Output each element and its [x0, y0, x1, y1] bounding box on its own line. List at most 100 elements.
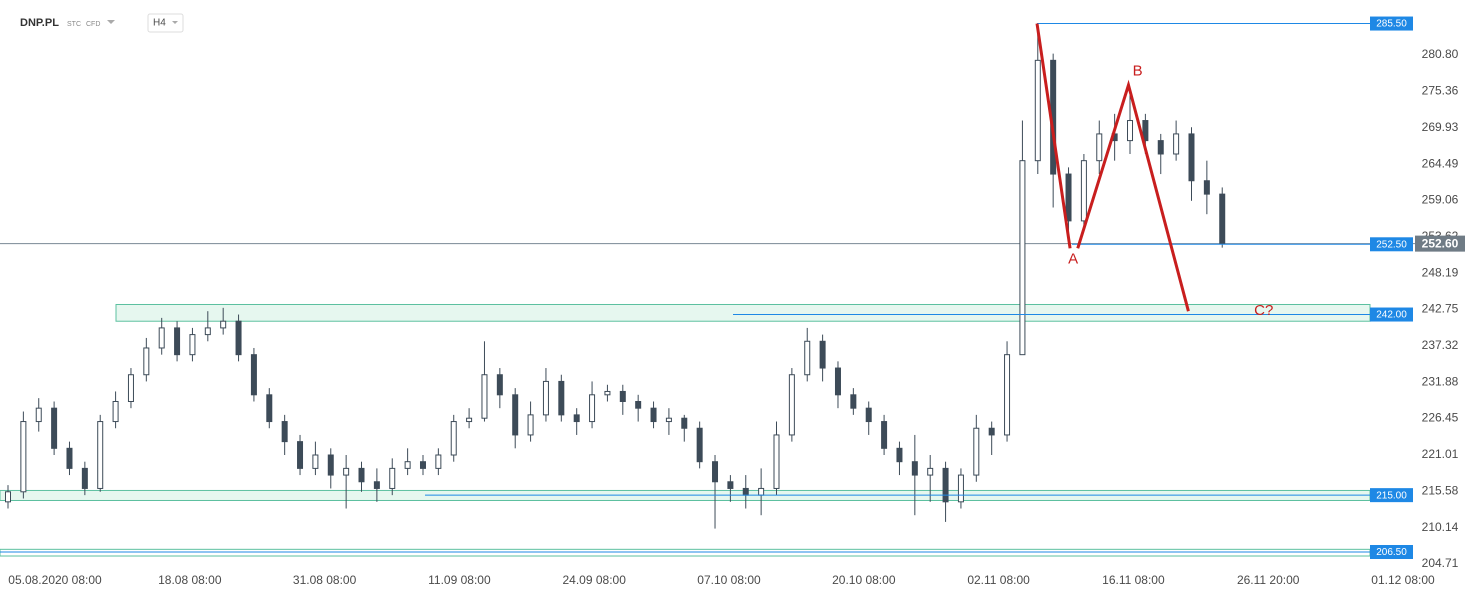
candle-body [389, 467, 396, 489]
candle-body [204, 327, 211, 336]
candle-body [235, 320, 242, 356]
candle-body [158, 327, 165, 349]
candle-body [604, 390, 611, 396]
candle-body [650, 407, 657, 423]
candle-body [834, 367, 841, 396]
level-label: 206.50 [1376, 547, 1407, 558]
dropdown-arrow [172, 21, 178, 24]
candle-body [266, 394, 273, 423]
level-label: 215.00 [1376, 490, 1407, 501]
candle-body [174, 327, 181, 356]
y-tick-label: 237.32 [1422, 338, 1459, 352]
candle-body [819, 340, 826, 369]
candle-body [696, 427, 703, 463]
current-price-label: 252.60 [1422, 236, 1459, 250]
candle-body [973, 427, 980, 476]
zone [115, 303, 1371, 322]
x-tick-label: 07.10 08:00 [697, 573, 761, 587]
candle-body [788, 374, 795, 436]
y-tick-label: 248.19 [1422, 265, 1459, 279]
candle-body [1004, 354, 1011, 436]
candle-body [988, 427, 995, 436]
interval: H4 [153, 18, 166, 29]
candle-body [189, 334, 196, 356]
zigzag-line [1076, 79, 1190, 312]
y-tick-label: 264.49 [1422, 156, 1459, 170]
candle-body [297, 441, 304, 469]
candle-body [1096, 133, 1103, 162]
candle-body [681, 417, 688, 429]
candle-body [742, 487, 749, 496]
current-price-tag [1415, 235, 1465, 252]
candle-body [419, 461, 426, 469]
y-tick-label: 210.14 [1422, 520, 1459, 534]
zigzag-label: C? [1254, 302, 1273, 319]
x-tick-label: 20.10 08:00 [832, 573, 896, 587]
candle-body [1127, 120, 1134, 142]
tag: CFD [86, 21, 100, 28]
x-tick-label: 16.11 08:00 [1102, 573, 1165, 587]
x-tick-label: 31.08 08:00 [293, 573, 357, 587]
x-tick-label: 05.08.2020 08:00 [8, 573, 102, 587]
y-tick-label: 204.71 [1422, 556, 1459, 570]
candle-body [896, 447, 903, 463]
level-label: 242.00 [1376, 310, 1407, 321]
candle-body [127, 374, 134, 402]
candle-body [343, 467, 350, 476]
level-tag [1370, 488, 1413, 503]
tag: STC [67, 21, 81, 28]
y-tick-label: 215.58 [1422, 483, 1459, 497]
zigzag-line [1035, 23, 1072, 249]
candle-body [727, 481, 734, 489]
candle-body [1034, 59, 1041, 162]
candle-body [143, 347, 150, 376]
x-tick-label: 18.08 08:00 [158, 573, 222, 587]
candle-body [773, 434, 780, 489]
candle-body [558, 380, 565, 416]
candle-body [35, 407, 42, 423]
zigzag-label: A [1068, 251, 1078, 268]
candle-body [589, 394, 596, 423]
dropdown-arrow[interactable] [107, 20, 115, 24]
candle-body [404, 461, 411, 469]
candle-body [1219, 193, 1226, 245]
zigzag-label: B [1133, 63, 1143, 80]
candle-body [1203, 180, 1210, 195]
candle-body [358, 467, 365, 483]
candle-body [1019, 160, 1026, 356]
candle-body [373, 481, 380, 489]
y-tick-label: 226.45 [1422, 411, 1459, 425]
candle-body [281, 421, 288, 443]
candle-body [435, 454, 442, 469]
level-tag [1370, 544, 1413, 559]
candle-body [97, 421, 104, 489]
candle-body [5, 491, 11, 503]
candle-body [51, 407, 58, 449]
candle-body [112, 400, 119, 423]
candle-body [496, 374, 503, 396]
symbol: DNP.PL [20, 17, 59, 29]
candle-body [250, 354, 257, 396]
candle-body [1157, 140, 1164, 155]
candle-body [573, 414, 580, 423]
interval-button[interactable] [147, 13, 184, 33]
x-tick-label: 26.11 20:00 [1237, 573, 1300, 587]
candle-body [527, 414, 534, 436]
candle-body [481, 374, 488, 419]
level-tag [1370, 307, 1413, 322]
candle-body [20, 421, 27, 493]
x-tick-label: 24.09 08:00 [562, 573, 626, 587]
candle-body [1188, 133, 1195, 182]
y-tick-label: 280.80 [1422, 47, 1459, 61]
candle-body [758, 487, 765, 496]
level-label: 285.50 [1376, 19, 1407, 30]
candle-body [66, 447, 73, 469]
x-tick-label: 11.09 08:00 [428, 573, 491, 587]
candle-body [1173, 133, 1180, 155]
candle-body [542, 380, 549, 416]
candle-body [512, 394, 519, 436]
candle-body [927, 467, 934, 476]
y-tick-label: 242.75 [1422, 302, 1459, 316]
